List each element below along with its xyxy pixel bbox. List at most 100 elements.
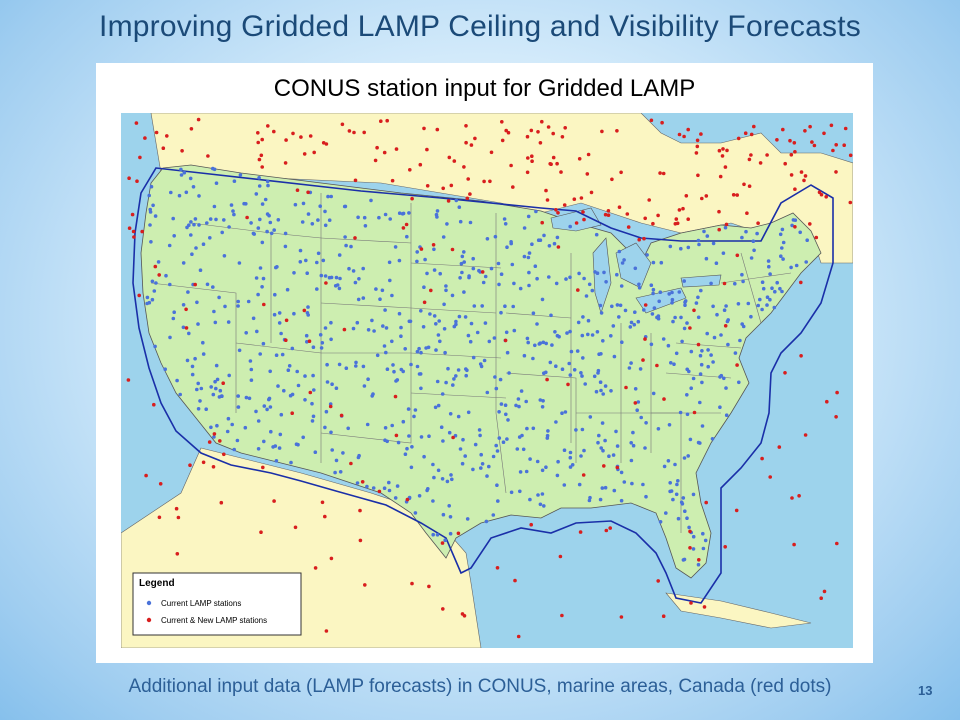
station-dot: [468, 339, 473, 344]
station-dot: [237, 261, 242, 265]
station-dot: [497, 282, 501, 287]
station-dot: [749, 314, 753, 319]
station-dot: [633, 266, 638, 271]
station-dot: [217, 295, 221, 300]
station-dot: [452, 159, 457, 163]
station-dot: [409, 465, 414, 470]
station-dot: [238, 173, 243, 177]
station-dot: [435, 215, 439, 219]
station-dot: [778, 232, 783, 237]
station-dot: [399, 367, 404, 372]
station-dot: [503, 304, 507, 308]
station-dot: [342, 327, 347, 332]
station-dot: [495, 566, 500, 570]
station-dot: [570, 463, 575, 467]
station-dot: [417, 346, 421, 351]
station-dot: [540, 220, 544, 225]
station-dot: [495, 449, 500, 453]
station-dot: [527, 270, 531, 275]
station-dot: [679, 315, 683, 320]
station-dot: [624, 385, 628, 390]
station-dot: [724, 386, 728, 390]
station-dot: [415, 349, 420, 354]
station-dot: [518, 286, 523, 291]
station-dot: [441, 439, 445, 443]
station-dot: [600, 129, 604, 134]
station-dot: [358, 538, 363, 543]
station-dot: [337, 286, 342, 291]
station-dot: [265, 229, 269, 234]
station-dot: [301, 435, 305, 440]
station-dot: [629, 441, 633, 445]
station-dot: [609, 334, 613, 338]
station-dot: [396, 440, 401, 445]
station-dot: [522, 226, 527, 230]
station-dot: [835, 541, 839, 546]
station-dot: [522, 254, 527, 259]
station-dot: [619, 470, 624, 475]
station-dot: [612, 354, 617, 359]
station-dot: [749, 132, 754, 137]
station-dot: [548, 360, 553, 365]
station-dot: [311, 414, 316, 419]
station-dot: [541, 399, 545, 403]
station-dot: [298, 248, 303, 253]
station-dot: [310, 222, 315, 226]
station-dot: [478, 433, 482, 438]
station-dot: [603, 485, 608, 490]
station-dot: [176, 515, 181, 520]
station-dot: [790, 223, 794, 228]
station-dot: [485, 390, 490, 395]
station-dot: [440, 392, 445, 396]
station-dot: [303, 374, 307, 378]
station-dot: [554, 364, 558, 368]
station-dot: [354, 364, 358, 368]
station-dot: [156, 260, 161, 264]
station-dot: [308, 134, 313, 138]
station-dot: [410, 445, 414, 449]
station-dot: [780, 289, 784, 294]
station-dot: [226, 416, 231, 421]
station-dot: [522, 353, 527, 358]
station-dot: [462, 250, 466, 254]
station-dot: [248, 359, 253, 363]
station-dot: [408, 319, 413, 324]
station-dot: [617, 249, 622, 254]
station-dot: [658, 520, 663, 524]
station-dot: [302, 152, 307, 156]
station-dot: [144, 473, 148, 478]
station-dot: [808, 222, 812, 226]
station-dot: [450, 477, 454, 482]
station-dot: [482, 358, 487, 363]
station-dot: [405, 234, 409, 239]
station-dot: [702, 605, 707, 609]
station-dot: [722, 308, 727, 312]
station-dot: [526, 255, 531, 260]
station-dot: [610, 304, 614, 309]
map-title: CONUS station input for Gridded LAMP: [273, 75, 696, 102]
station-dot: [642, 236, 646, 241]
station-dot: [475, 330, 480, 335]
station-dot: [537, 342, 542, 346]
station-dot: [480, 304, 485, 308]
station-dot: [410, 196, 414, 201]
station-dot: [344, 366, 349, 370]
station-dot: [598, 497, 603, 502]
station-dot: [390, 293, 394, 298]
station-dot: [675, 482, 679, 487]
station-dot: [316, 251, 321, 256]
station-dot: [842, 143, 846, 147]
station-dot: [276, 218, 281, 222]
station-dot: [704, 194, 709, 198]
station-dot: [596, 440, 600, 445]
station-dot: [339, 413, 344, 418]
station-dot: [323, 223, 328, 228]
station-dot: [258, 217, 262, 222]
station-dot: [793, 225, 797, 229]
station-dot: [462, 614, 467, 618]
station-dot: [244, 331, 248, 335]
station-dot: [479, 452, 484, 457]
station-dot: [834, 143, 838, 147]
station-dot: [262, 302, 266, 307]
station-dot: [323, 326, 328, 330]
